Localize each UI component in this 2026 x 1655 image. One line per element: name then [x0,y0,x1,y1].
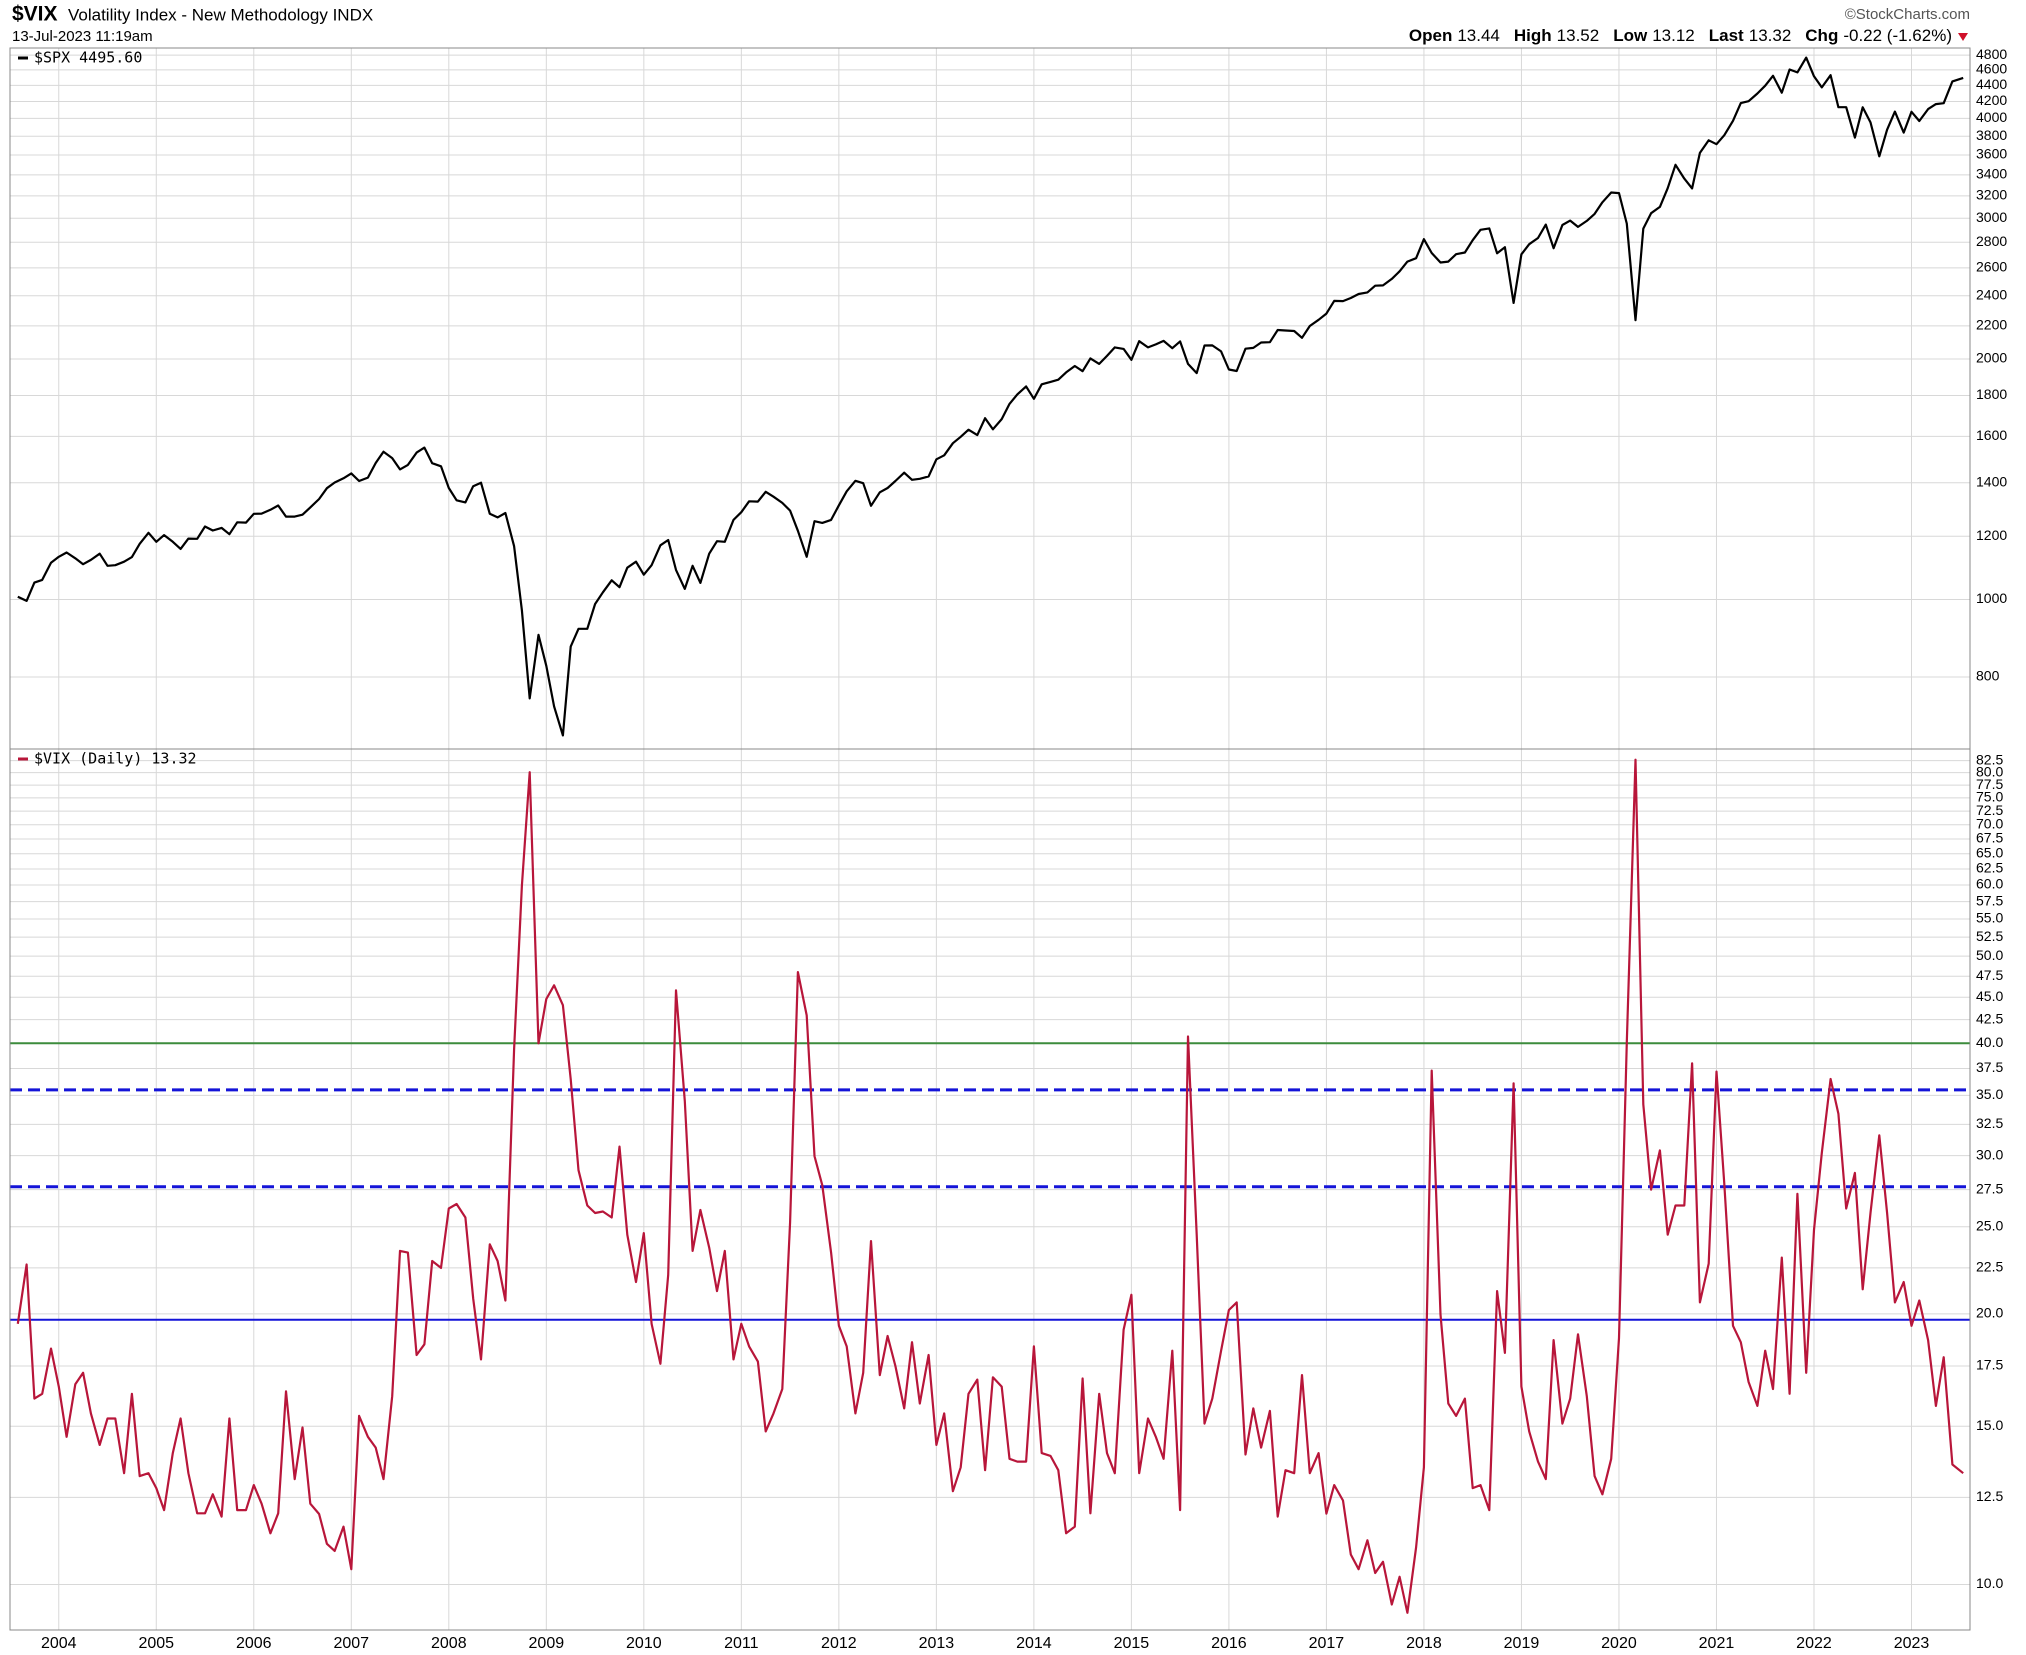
index-name: Volatility Index - New Methodology INDX [68,5,373,24]
y-tick-label: 10.0 [1976,1575,2003,1591]
panel-frame [9,47,1971,750]
y-tick-label: 60.0 [1976,876,2003,892]
legend-label: $VIX (Daily) 13.32 [34,750,197,768]
quote-value: 13.44 [1457,26,1500,45]
y-tick-label: 2600 [1976,259,2007,275]
y-tick-label: 1600 [1976,427,2007,443]
x-tick-label: 2008 [431,1635,467,1652]
y-tick-label: 27.5 [1976,1180,2003,1196]
x-tick-label: 2010 [626,1635,662,1652]
quote-label: High [1514,26,1552,45]
symbol: $VIX [12,3,58,26]
y-tick-label: 1400 [1976,473,2007,489]
y-tick-label: 4000 [1976,109,2007,125]
y-tick-label: 45.0 [1976,988,2003,1004]
y-tick-label: 20.0 [1976,1305,2003,1321]
y-tick-label: 62.5 [1976,860,2003,876]
x-tick-label: 2018 [1406,1635,1442,1652]
y-tick-label: 32.5 [1976,1115,2003,1131]
quote-label: Chg [1805,26,1838,45]
y-tick-label: 22.5 [1976,1259,2003,1275]
y-tick-label: 70.0 [1976,816,2003,832]
x-tick-label: 2017 [1309,1635,1345,1652]
y-tick-label: 72.5 [1976,802,2003,818]
x-tick-label: 2009 [529,1635,565,1652]
down-arrow [1958,33,1968,41]
x-tick-label: 2013 [919,1635,955,1652]
quote-value: -0.22 (-1.62%) [1843,26,1952,45]
y-tick-label: 1200 [1976,527,2007,543]
y-tick-label: 1000 [1976,590,2007,606]
series-line [17,56,1964,737]
x-tick-label: 2007 [333,1635,369,1652]
y-tick-label: 55.0 [1976,910,2003,926]
x-tick-label: 2014 [1016,1635,1052,1652]
quote-value: 13.52 [1557,26,1600,45]
y-tick-label: 4200 [1976,92,2007,108]
y-tick-label: 4800 [1976,46,2007,62]
y-tick-label: 4400 [1976,76,2007,92]
y-tick-label: 3400 [1976,166,2007,182]
y-tick-label: 3600 [1976,146,2007,162]
y-tick-label: 52.5 [1976,928,2003,944]
x-tick-label: 2005 [138,1635,174,1652]
y-tick-label: 15.0 [1976,1417,2003,1433]
quote-value: 13.32 [1749,26,1792,45]
x-tick-label: 2012 [821,1635,857,1652]
y-tick-label: 40.0 [1976,1034,2003,1050]
quote-label: Open [1409,26,1452,45]
y-tick-label: 2000 [1976,350,2007,366]
x-tick-label: 2021 [1699,1635,1735,1652]
y-tick-label: 2800 [1976,233,2007,249]
y-tick-label: 2200 [1976,317,2007,333]
legend-label: $SPX 4495.60 [34,49,142,67]
y-tick-label: 35.0 [1976,1086,2003,1102]
y-tick-label: 17.5 [1976,1357,2003,1373]
x-tick-label: 2011 [724,1635,759,1652]
y-tick-label: 67.5 [1976,830,2003,846]
source: ©StockCharts.com [1845,6,1970,23]
y-tick-label: 25.0 [1976,1217,2003,1233]
x-tick-label: 2015 [1114,1635,1150,1652]
panel-frame [9,748,1971,1631]
y-tick-label: 75.0 [1976,789,2003,805]
date: 13-Jul-2023 11:19am [12,28,153,45]
quote-value: 13.12 [1652,26,1695,45]
y-tick-label: 3000 [1976,209,2007,225]
x-tick-label: 2006 [236,1635,272,1652]
y-tick-label: 77.5 [1976,776,2003,792]
y-tick-label: 50.0 [1976,947,2003,963]
y-tick-label: 37.5 [1976,1059,2003,1075]
y-tick-label: 3800 [1976,127,2007,143]
x-tick-label: 2004 [41,1635,77,1652]
quote-label: Low [1613,26,1648,45]
y-tick-label: 30.0 [1976,1146,2003,1162]
series-line [16,758,1964,1614]
x-tick-label: 2022 [1796,1635,1832,1652]
y-tick-label: 2400 [1976,286,2007,302]
y-tick-label: 82.5 [1976,751,2003,767]
y-tick-label: 4600 [1976,61,2007,77]
y-tick-label: 42.5 [1976,1010,2003,1026]
y-tick-label: 47.5 [1976,967,2003,983]
y-tick-label: 1800 [1976,386,2007,402]
x-tick-label: 2020 [1601,1635,1637,1652]
y-tick-label: 57.5 [1976,892,2003,908]
y-tick-label: 800 [1976,668,2000,684]
x-tick-label: 2019 [1504,1635,1540,1652]
y-tick-label: 3200 [1976,187,2007,203]
x-tick-label: 2016 [1211,1635,1247,1652]
quote: Open 13.44 High 13.52 Low 13.12 Last 13.32 Chg -0… [1409,26,1952,45]
quote-label: Last [1709,26,1744,45]
y-tick-label: 80.0 [1976,763,2003,779]
y-tick-label: 12.5 [1976,1488,2003,1504]
y-tick-label: 65.0 [1976,844,2003,860]
x-tick-label: 2023 [1894,1635,1930,1652]
